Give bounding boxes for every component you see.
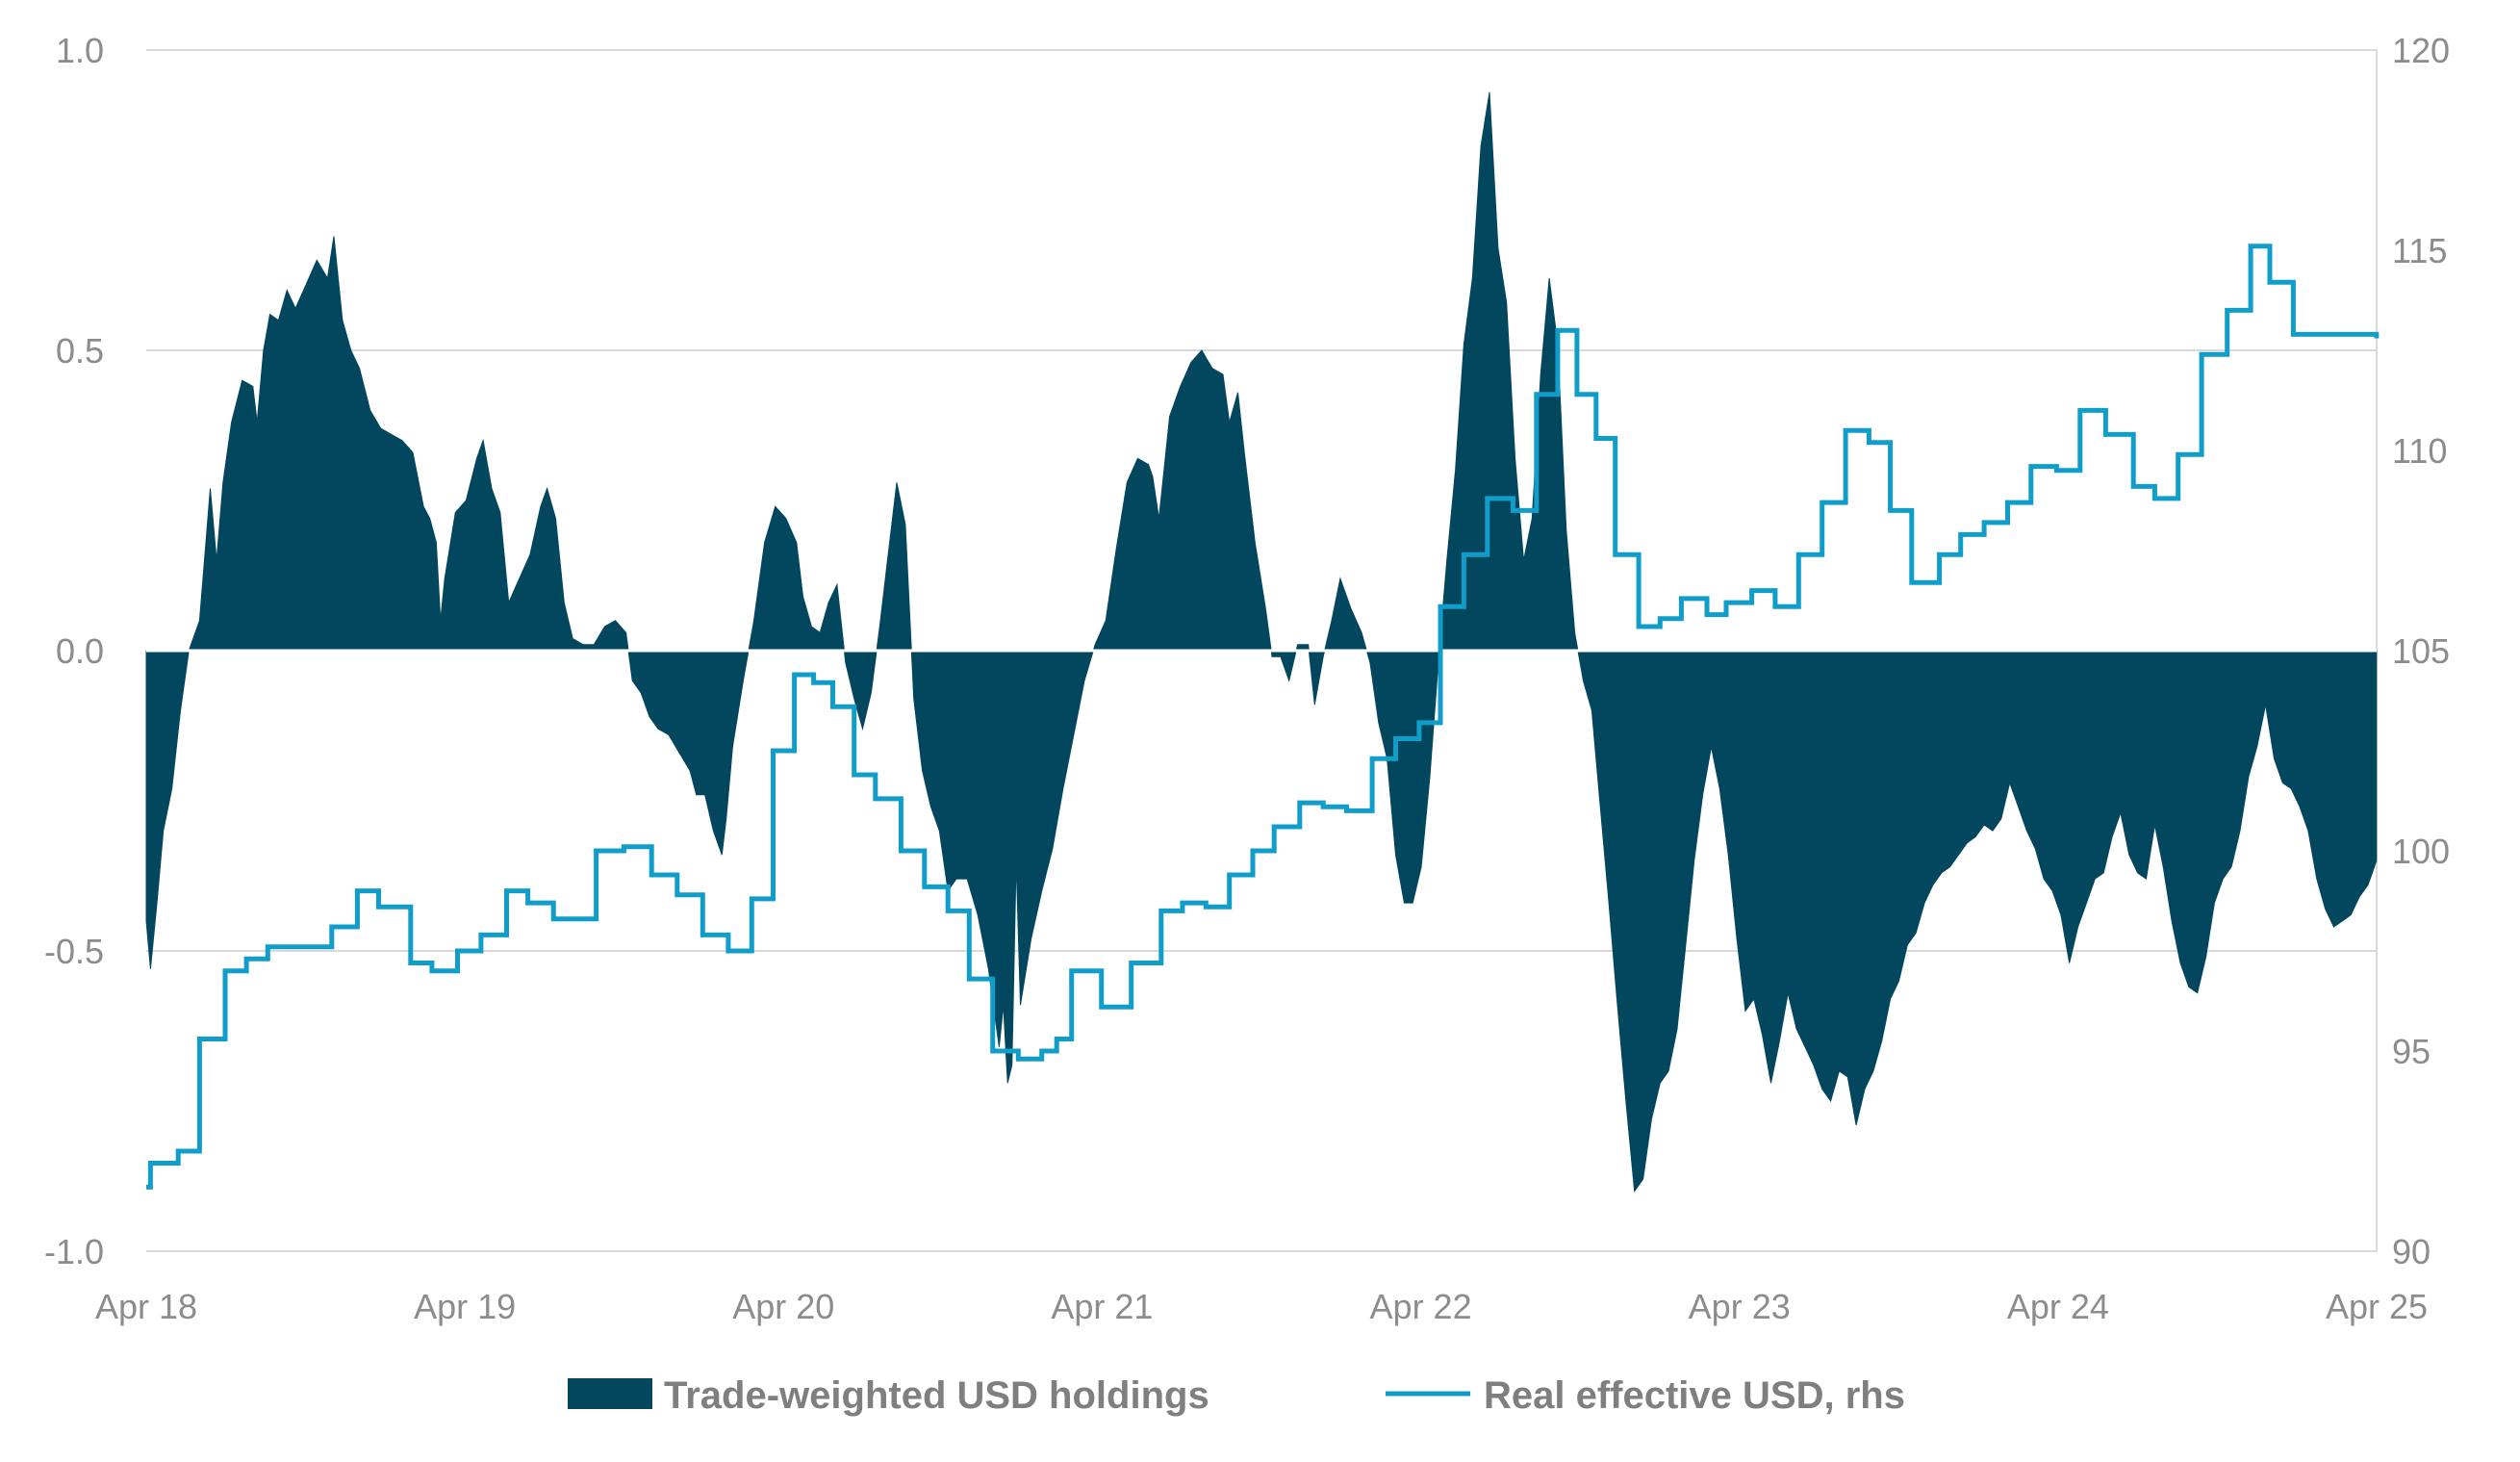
left-tick-label: 1.0 [56,31,104,70]
x-tick-label: Apr 23 [1689,1287,1791,1326]
right-tick-label: 115 [2392,231,2447,270]
right-tick-label: 95 [2392,1032,2431,1071]
right-tick-label: 110 [2392,431,2447,471]
reer-line-series [146,244,2380,1190]
right-tick-label: 120 [2392,31,2450,70]
legend-label-reer: Real effective USD, rhs [1484,1374,1905,1417]
legend: Trade-weighted USD holdings Real effecti… [568,1374,1905,1417]
x-tick-label: Apr 20 [732,1287,834,1326]
holdings-area-series [145,91,2378,1193]
legend-label-holdings: Trade-weighted USD holdings [664,1374,1209,1417]
left-tick-label: 0.5 [56,331,104,371]
right-tick-label: 100 [2392,832,2450,871]
holdings-area [145,91,2378,1193]
x-tick-label: Apr 24 [2007,1287,2109,1326]
x-tick-label: Apr 25 [2326,1287,2428,1326]
x-tick-label: Apr 21 [1051,1287,1153,1326]
left-tick-label: -1.0 [44,1232,104,1271]
x-tick-label: Apr 22 [1370,1287,1472,1326]
right-axis-ticks: 120 115 110 105 100 95 90 [2392,31,2450,1271]
right-tick-label: 90 [2392,1232,2431,1271]
left-axis-ticks: 1.0 0.5 0.0 -0.5 -1.0 [44,31,104,1271]
x-axis-ticks: Apr 18 Apr 19 Apr 20 Apr 21 Apr 22 Apr 23 Apr … [95,1287,2428,1326]
legend-swatch-holdings [568,1378,652,1409]
left-tick-label: 0.0 [56,631,104,671]
right-tick-label: 105 [2392,631,2450,671]
x-tick-label: Apr 18 [95,1287,197,1326]
reer-line [146,244,2380,1190]
x-tick-label: Apr 19 [414,1287,516,1326]
left-tick-label: -0.5 [44,932,104,971]
